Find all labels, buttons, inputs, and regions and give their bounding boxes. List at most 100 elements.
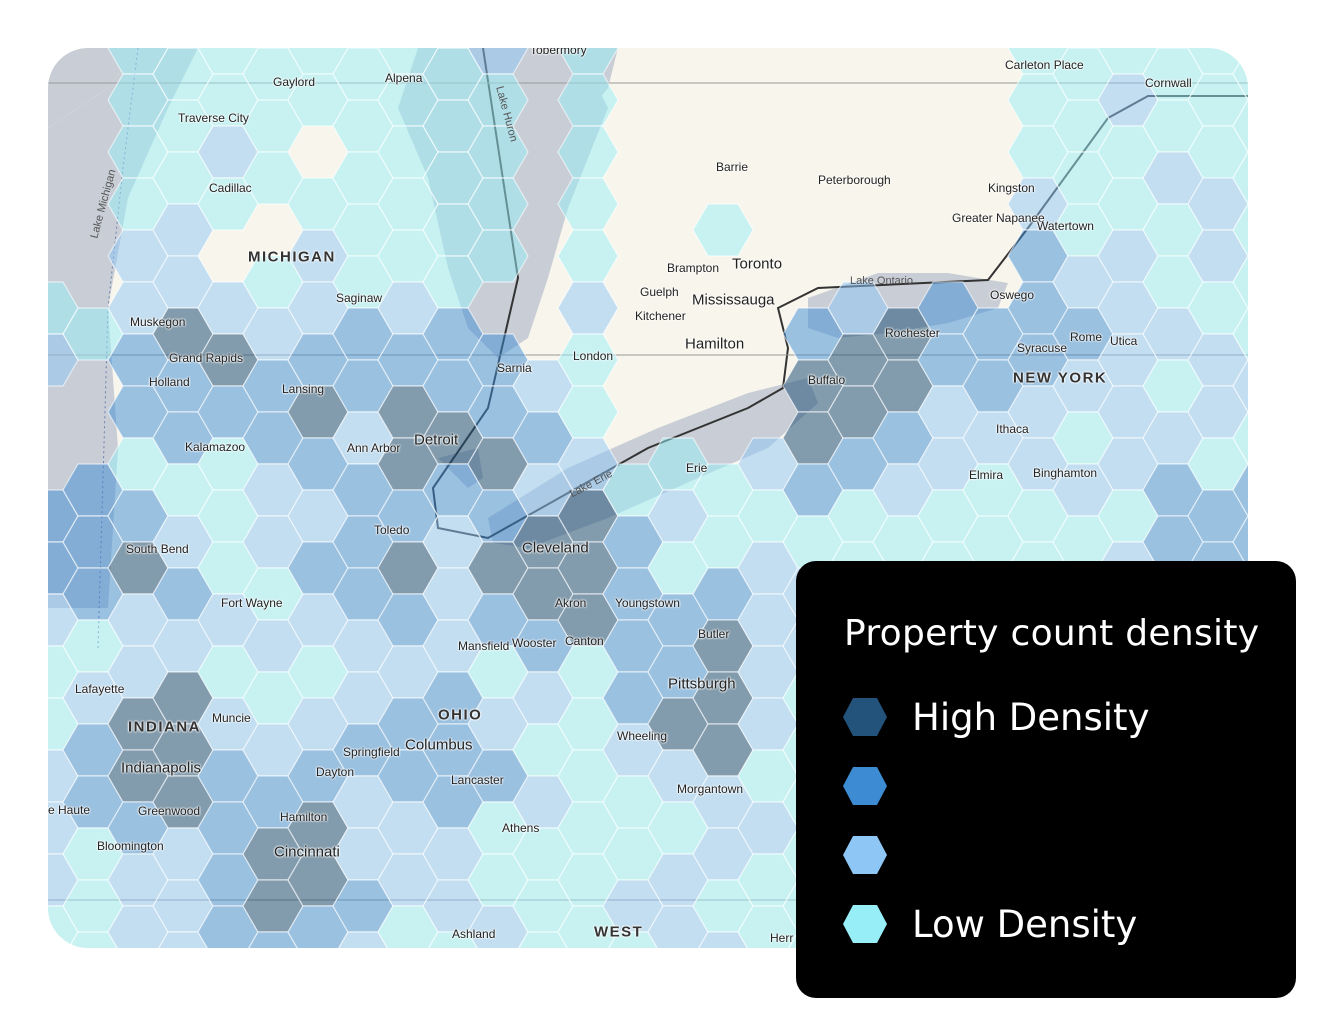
density-hexagon[interactable] — [692, 203, 754, 257]
density-hexagon[interactable] — [693, 931, 753, 948]
place-label-kingston: Kingston — [988, 181, 1035, 195]
density-hexagon[interactable] — [513, 931, 573, 948]
place-label-lake-ontario: Lake Ontario — [850, 275, 913, 287]
place-label-traverse-city: Traverse City — [178, 111, 249, 125]
place-label-kitchener: Kitchener — [635, 309, 686, 323]
legend-item-medium-high — [842, 764, 912, 808]
place-label-cornwall: Cornwall — [1145, 76, 1192, 90]
density-hexagon[interactable] — [1232, 307, 1248, 361]
place-label-rome: Rome — [1070, 330, 1103, 344]
place-label-hamilton-on: Hamilton — [685, 335, 745, 353]
place-label-pittsburgh: Pittsburgh — [668, 675, 736, 693]
place-label-canton: Canton — [565, 634, 604, 648]
place-label-akron: Akron — [555, 596, 587, 610]
place-label-bloomington: Bloomington — [97, 839, 164, 853]
density-hexagon[interactable] — [603, 931, 663, 948]
place-label-ohio: OHIO — [438, 706, 483, 724]
place-label-alpena: Alpena — [385, 71, 423, 85]
legend-item-medium-low — [842, 833, 912, 877]
place-label-erie: Erie — [686, 461, 708, 475]
place-label-carleton-place: Carleton Place — [1005, 58, 1084, 72]
hexagon-swatch-icon — [843, 698, 887, 736]
place-label-cincinnati: Cincinnati — [274, 843, 340, 861]
place-label-lafayette: Lafayette — [75, 682, 125, 696]
place-label-buffalo: Buffalo — [808, 373, 846, 387]
hexagon-swatch-icon — [843, 905, 887, 943]
density-hexagon[interactable] — [557, 281, 619, 335]
place-label-elmira: Elmira — [969, 468, 1004, 482]
place-label-michigan: MICHIGAN — [248, 248, 336, 266]
place-label-peterborough: Peterborough — [818, 173, 891, 187]
place-label-napanee: Greater Napanee — [952, 211, 1045, 225]
place-label-rochester: Rochester — [885, 326, 940, 340]
density-hexagon[interactable] — [1232, 255, 1248, 309]
place-label-west-virginia: WEST — [594, 923, 644, 941]
place-label-hamilton-oh: Hamilton — [280, 810, 328, 824]
density-hexagon[interactable] — [1232, 48, 1248, 101]
place-label-lansing: Lansing — [282, 382, 325, 396]
place-label-holland: Holland — [149, 375, 190, 389]
place-label-syracuse: Syracuse — [1017, 341, 1068, 355]
legend-item-low: Low Density — [842, 902, 1137, 946]
density-hexagon[interactable] — [63, 931, 123, 948]
place-label-guelph: Guelph — [640, 285, 679, 299]
place-label-saginaw: Saginaw — [336, 291, 383, 305]
place-label-ithaca: Ithaca — [996, 422, 1029, 436]
place-label-sarnia: Sarnia — [497, 361, 532, 375]
density-hexagon[interactable] — [243, 931, 303, 948]
density-hexagon[interactable] — [467, 229, 529, 283]
place-label-terre-haute: e Haute — [48, 803, 91, 817]
density-hexagon[interactable] — [1232, 203, 1248, 257]
place-label-tobermory: Tobermory — [530, 48, 587, 57]
place-label-barrie: Barrie — [716, 160, 749, 174]
legend-item-high: High Density — [842, 695, 1149, 739]
place-label-muskegon: Muskegon — [130, 315, 186, 329]
place-label-indianapolis: Indianapolis — [121, 759, 202, 777]
place-label-herr: Herr — [770, 931, 794, 945]
place-label-detroit: Detroit — [414, 431, 459, 449]
place-label-morgantown: Morgantown — [677, 782, 744, 796]
legend-label: Low Density — [912, 902, 1138, 946]
place-label-fort-wayne: Fort Wayne — [221, 596, 283, 610]
place-label-wooster: Wooster — [512, 636, 557, 650]
density-hexagon[interactable] — [333, 931, 393, 948]
density-hexagon[interactable] — [423, 931, 483, 948]
density-hexagon[interactable] — [1232, 99, 1248, 153]
place-label-wheeling: Wheeling — [617, 729, 668, 743]
place-label-ann-arbor: Ann Arbor — [347, 441, 401, 455]
place-label-butler: Butler — [698, 627, 730, 641]
place-label-ashland: Ashland — [452, 927, 496, 941]
place-label-springfield: Springfield — [343, 745, 400, 759]
place-label-columbus: Columbus — [405, 736, 473, 754]
place-label-muncie: Muncie — [212, 711, 251, 725]
density-hexagon[interactable] — [1232, 463, 1248, 517]
place-label-utica: Utica — [1110, 334, 1138, 348]
legend-title: Property count density — [844, 613, 1260, 654]
density-hexagon[interactable] — [557, 177, 619, 231]
place-label-binghamton: Binghamton — [1033, 466, 1098, 480]
hexagon-swatch-icon — [843, 767, 887, 805]
place-label-lancaster: Lancaster — [451, 773, 504, 787]
density-hexagon[interactable] — [557, 229, 619, 283]
legend-panel: Property count density High Density Low … — [796, 561, 1296, 998]
density-hexagon[interactable] — [153, 931, 213, 948]
density-hexagon[interactable] — [1232, 151, 1248, 205]
place-label-grand-rapids: Grand Rapids — [169, 351, 244, 365]
density-hexagon[interactable] — [1232, 411, 1248, 465]
place-label-toronto: Toronto — [732, 255, 783, 273]
place-label-brampton: Brampton — [667, 261, 720, 275]
place-label-youngstown: Youngstown — [615, 596, 680, 610]
place-label-kalamazoo: Kalamazoo — [185, 440, 246, 454]
lake-superior — [48, 48, 138, 128]
density-hexagon[interactable] — [557, 125, 619, 179]
density-hexagon[interactable] — [1232, 515, 1248, 569]
place-label-mansfield: Mansfield — [458, 639, 510, 653]
place-label-gaylord: Gaylord — [273, 75, 316, 89]
density-hexagon[interactable] — [557, 73, 619, 127]
map-view[interactable]: Tobermory Gaylord Alpena Traverse City Cadil… — [48, 48, 1248, 948]
place-label-watertown: Watertown — [1037, 219, 1094, 233]
density-hexagon[interactable] — [1232, 359, 1248, 413]
place-label-athens: Athens — [502, 821, 540, 835]
place-label-indiana: INDIANA — [128, 718, 201, 736]
place-label-dayton: Dayton — [316, 765, 355, 779]
